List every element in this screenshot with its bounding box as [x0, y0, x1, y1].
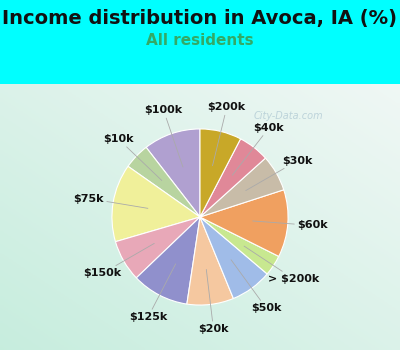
Wedge shape	[136, 217, 200, 304]
Text: $150k: $150k	[83, 243, 154, 278]
Text: > $200k: > $200k	[244, 246, 320, 284]
Text: $10k: $10k	[103, 134, 162, 181]
Text: $40k: $40k	[232, 123, 284, 175]
Text: City-Data.com: City-Data.com	[253, 111, 323, 121]
Text: $30k: $30k	[246, 156, 313, 191]
Wedge shape	[146, 129, 200, 217]
Wedge shape	[200, 217, 279, 274]
Wedge shape	[200, 190, 288, 257]
Wedge shape	[116, 217, 200, 278]
Text: $20k: $20k	[198, 270, 229, 334]
Wedge shape	[187, 217, 233, 305]
Text: $100k: $100k	[144, 105, 183, 167]
Text: $200k: $200k	[208, 103, 246, 166]
Text: $60k: $60k	[253, 220, 328, 230]
Wedge shape	[128, 147, 200, 217]
Text: All residents: All residents	[146, 33, 254, 48]
Wedge shape	[200, 129, 240, 217]
Wedge shape	[200, 217, 267, 299]
Wedge shape	[112, 166, 200, 242]
Wedge shape	[200, 139, 266, 217]
Text: $75k: $75k	[74, 194, 148, 208]
Text: $50k: $50k	[231, 260, 282, 313]
Text: $125k: $125k	[129, 264, 176, 322]
Wedge shape	[200, 158, 284, 217]
Text: Income distribution in Avoca, IA (%): Income distribution in Avoca, IA (%)	[2, 9, 398, 28]
